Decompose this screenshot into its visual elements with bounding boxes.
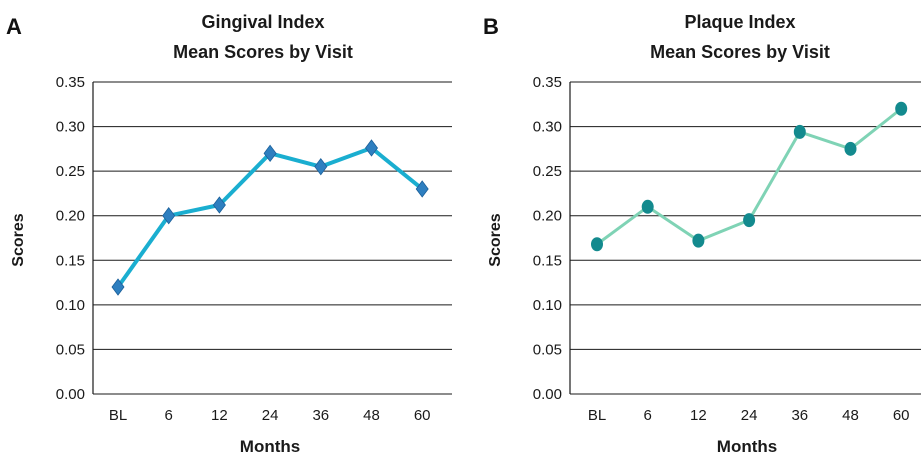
- panel-a-data-point: [212, 196, 226, 214]
- panel-a-y-tick-label: 0.00: [56, 386, 85, 403]
- panel-b-x-tick-label: 60: [893, 407, 910, 424]
- panel-a-data-point: [162, 207, 176, 225]
- panel-a-x-tick-label: BL: [109, 407, 127, 424]
- panel-b-data-point: [591, 237, 603, 252]
- panel-a-x-tick-label: 12: [211, 407, 228, 424]
- panel-a-y-tick-label: 0.25: [56, 163, 85, 180]
- panel-a-y-tick-label: 0.05: [56, 341, 85, 358]
- panel-a-data-point: [365, 139, 378, 157]
- panel-a-x-tick-label: 60: [414, 407, 431, 424]
- panel-b-letter: B: [483, 14, 499, 39]
- panel-b-y-tick-label: 0.00: [533, 386, 562, 403]
- panel-b-plot: 0.00 0.05 0.10 0.15 0.20 0.25 0.30 0.35 BL 6 12 24 3…: [533, 74, 921, 424]
- panel-a-x-tick-label: 24: [262, 407, 279, 424]
- panel-b-y-axis-label: Scores: [487, 213, 504, 266]
- panel-b-subtitle: Mean Scores by Visit: [650, 42, 830, 62]
- panel-b-x-tick-label: BL: [588, 407, 606, 424]
- panel-b: B Plaque Index Mean Scores by Visit 0.00…: [483, 12, 921, 456]
- panel-b-x-tick-label: 48: [842, 407, 859, 424]
- panel-a-plot: 0.00 0.05 0.10 0.15 0.20 0.25 0.30 0.35 BL 6 12 24 3…: [56, 74, 452, 424]
- panel-b-data-point: [692, 233, 705, 248]
- panel-b-y-tick-label: 0.15: [533, 252, 562, 269]
- panel-b-y-tick-label: 0.30: [533, 119, 562, 136]
- panel-a-data-point: [314, 158, 328, 176]
- panel-b-data-point: [641, 199, 654, 214]
- panel-a-y-tick-label: 0.35: [56, 74, 85, 91]
- panel-b-y-tick-label: 0.10: [533, 297, 562, 314]
- panel-a-x-axis-label: Months: [240, 437, 300, 456]
- panel-b-title: Plaque Index: [684, 12, 795, 32]
- panel-b-x-axis-label: Months: [717, 437, 777, 456]
- panel-a-x-tick-label: 48: [363, 407, 380, 424]
- panel-a-y-tick-label: 0.20: [56, 208, 85, 225]
- panel-a-y-axis-label: Scores: [10, 213, 27, 266]
- panel-a: A Gingival Index Mean Scores by Visit 0.…: [6, 12, 452, 456]
- panel-b-y-tick-label: 0.20: [533, 208, 562, 225]
- panel-a-x-tick-label: 36: [312, 407, 329, 424]
- panel-b-data-point: [793, 124, 806, 139]
- panel-a-data-point: [263, 144, 277, 162]
- panel-a-y-tick-label: 0.15: [56, 252, 85, 269]
- panel-a-letter: A: [6, 14, 22, 39]
- panel-a-y-tick-label: 0.10: [56, 297, 85, 314]
- panel-b-data-point: [844, 141, 857, 156]
- panel-b-y-tick-label: 0.35: [533, 74, 562, 91]
- panel-b-y-tick-label: 0.25: [533, 163, 562, 180]
- panel-b-data-point: [895, 101, 908, 116]
- panel-b-x-tick-label: 12: [690, 407, 707, 424]
- panel-b-x-tick-label: 6: [644, 407, 652, 424]
- panel-a-title: Gingival Index: [201, 12, 324, 32]
- panel-a-data-point: [111, 278, 125, 296]
- panel-a-data-point: [415, 180, 429, 198]
- panel-b-x-tick-label: 24: [741, 407, 758, 424]
- panel-b-y-tick-label: 0.05: [533, 341, 562, 358]
- panel-b-data-point: [743, 213, 756, 228]
- panel-a-subtitle: Mean Scores by Visit: [173, 42, 353, 62]
- panel-a-x-tick-label: 6: [165, 407, 173, 424]
- panel-b-x-tick-label: 36: [791, 407, 808, 424]
- panel-a-y-tick-label: 0.30: [56, 119, 85, 136]
